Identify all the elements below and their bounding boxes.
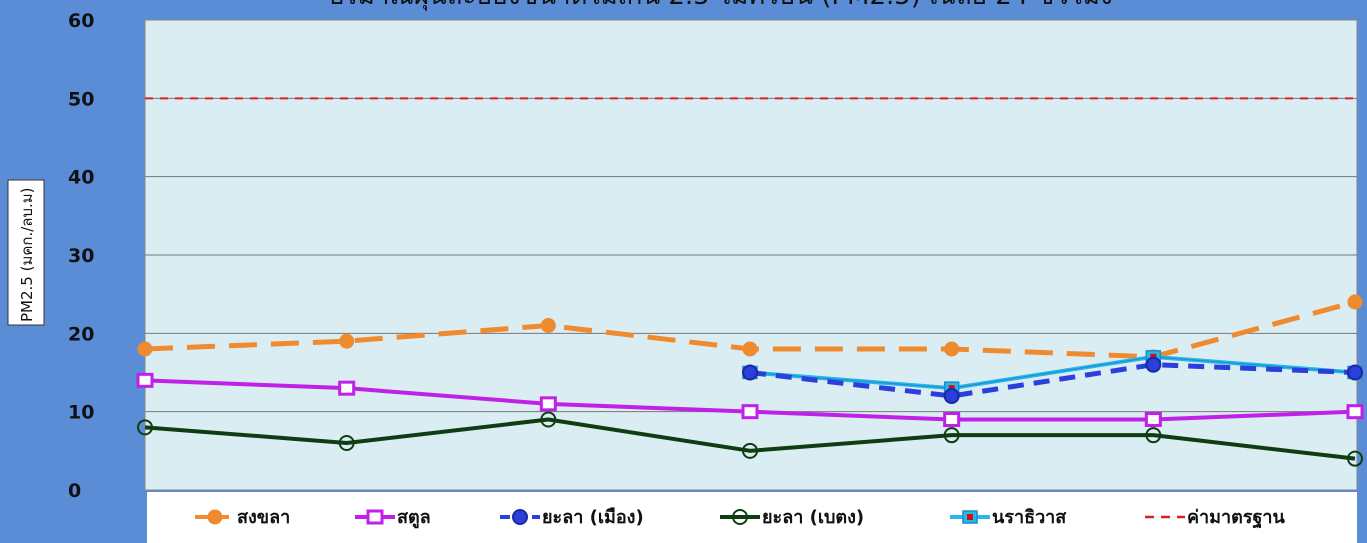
data-point [540, 318, 556, 333]
series-line-edge [749, 356, 1356, 389]
data-point [539, 396, 557, 412]
data-point [207, 509, 223, 525]
series-4 [137, 411, 1363, 467]
y-tick-label: 0 [68, 480, 81, 502]
svg-text:PM2.5 (มคก./ลบ.ม): PM2.5 (มคก./ลบ.ม) [18, 187, 36, 322]
data-point [1145, 427, 1162, 444]
data-point [943, 388, 960, 404]
y-tick-label: 40 [68, 167, 94, 189]
data-point [136, 372, 154, 388]
data-point [741, 404, 759, 420]
data-point [944, 341, 960, 357]
data-point [732, 509, 748, 525]
legend-item: สตูล [355, 507, 431, 529]
data-point [512, 509, 528, 525]
series-3 [742, 356, 1363, 404]
y-axis-label: PM2.5 (มคก./ลบ.ม) [7, 179, 45, 326]
legend: สงขลา สตูล ยะลา (เมือง) ยะลา (เบตง) นราธิวาส… [195, 507, 1286, 529]
legend-label: ค่ามาตรฐาน [1187, 507, 1286, 529]
series-2 [136, 372, 1364, 427]
legend-item: นราธิวาส [950, 507, 1067, 528]
data-point [742, 341, 758, 357]
data-point [1347, 364, 1363, 381]
data-point [742, 364, 758, 381]
legend-item: สงขลา [195, 507, 290, 528]
data-point [1346, 404, 1364, 420]
legend-label: ยะลา (เมือง) [542, 507, 644, 528]
legend-item: ยะลา (เบตง) [720, 507, 864, 528]
data-point [943, 427, 960, 444]
data-point [943, 412, 961, 427]
y-tick-label: 20 [68, 323, 94, 345]
legend-item: ยะลา (เมือง) [500, 507, 644, 528]
data-point [540, 411, 557, 428]
chart-title: ปริมาณฝุ่นละอองขนาดไม่เกิน 2.5 ไมครอน (P… [327, 0, 1112, 11]
data-point [137, 419, 153, 436]
legend-label: ยะลา (เบตง) [762, 507, 864, 528]
data-point [339, 333, 355, 349]
y-tick-label: 50 [68, 88, 94, 110]
data-point [338, 380, 356, 396]
y-tick-label: 30 [68, 245, 94, 267]
legend-item: ค่ามาตรฐาน [1145, 507, 1286, 529]
legend-label: นราธิวาส [992, 507, 1067, 528]
data-point [1347, 294, 1363, 310]
y-tick-label: 10 [68, 402, 94, 424]
data-point [1347, 450, 1363, 467]
series-line [749, 362, 1356, 399]
data-point [137, 341, 153, 357]
data-point-center [967, 514, 973, 520]
legend-label: สงขลา [237, 507, 290, 528]
data-point [1145, 356, 1162, 373]
data-point [366, 509, 384, 525]
legend-label: สตูล [397, 507, 431, 529]
data-point [742, 442, 758, 459]
data-point [1144, 412, 1162, 427]
data-point [338, 435, 355, 451]
series-line [144, 417, 1356, 461]
y-tick-label: 60 [68, 10, 94, 32]
